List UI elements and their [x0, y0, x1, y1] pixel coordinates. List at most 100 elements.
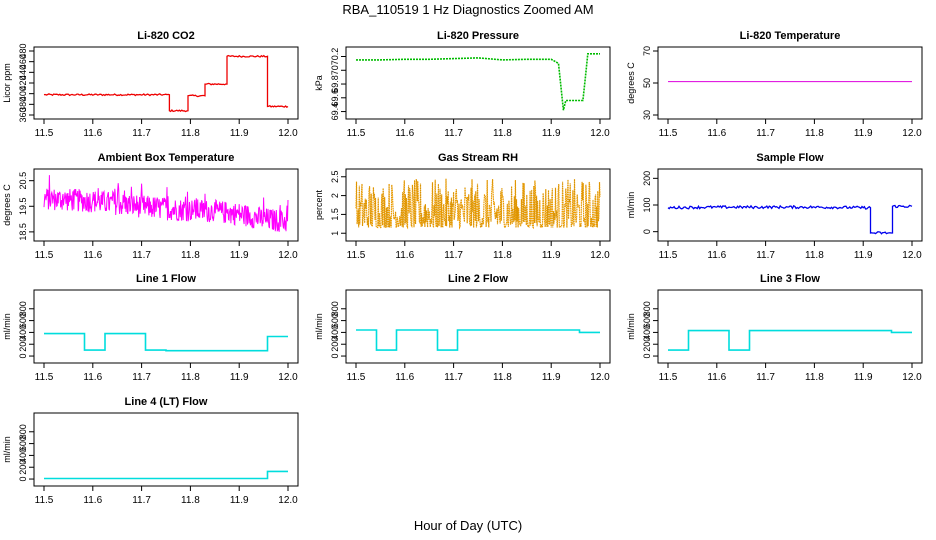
- series-line-co2: [43, 54, 289, 113]
- x-tick-label-line3: 11.7: [756, 372, 775, 383]
- x-tick-label-ambient: 11.9: [230, 250, 249, 261]
- y-tick-label-temp820: 30: [642, 110, 652, 120]
- y-tick-label-line1: 800: [18, 301, 28, 316]
- x-tick-label-line4: 11.6: [83, 495, 102, 506]
- x-tick-label-ambient: 11.7: [132, 250, 151, 261]
- y-tick-label-line2: 200: [330, 337, 340, 352]
- y-tick-label-line3: 0: [642, 354, 652, 359]
- x-tick-label-line1: 11.5: [35, 372, 54, 383]
- chart-title-ambient: Ambient Box Temperature: [98, 152, 235, 164]
- x-tick-label-sample: 11.6: [707, 250, 726, 261]
- chart-title-temp820: Li-820 Temperature: [740, 30, 841, 42]
- y-tick-label-line3: 200: [642, 337, 652, 352]
- x-tick-label-line3: 11.5: [659, 372, 678, 383]
- y-axis-label-sample: ml/min: [626, 192, 636, 219]
- y-tick-label-pressure: 69.6: [330, 89, 340, 107]
- x-tick-label-pressure: 11.7: [444, 128, 463, 139]
- x-tick-label-rh: 11.8: [493, 250, 512, 261]
- x-tick-label-line2: 11.9: [542, 372, 561, 383]
- y-tick-label-rh: 1.5: [330, 208, 340, 221]
- x-tick-label-co2: 11.7: [132, 128, 151, 139]
- x-tick-label-ambient: 12.0: [278, 250, 298, 261]
- y-axis-label-ambient: degrees C: [2, 184, 12, 226]
- chart-title-line4: Line 4 (LT) Flow: [125, 396, 208, 408]
- plot-frame-rh: [345, 168, 611, 242]
- chart-title-sample: Sample Flow: [756, 152, 824, 164]
- plot-frame-co2: [33, 46, 299, 120]
- y-tick-label-sample: 0: [642, 229, 652, 234]
- y-axis-label-line3: ml/min: [626, 313, 636, 340]
- y-tick-label-ambient: 18.5: [18, 223, 28, 241]
- figure-title: RBA_110519 1 Hz Diagnostics Zoomed AM: [342, 2, 594, 17]
- y-tick-label-pressure: 70: [330, 65, 340, 75]
- x-tick-label-line2: 11.5: [347, 372, 366, 383]
- x-tick-label-rh: 11.6: [395, 250, 414, 261]
- x-tick-label-ambient: 11.8: [181, 250, 200, 261]
- y-axis-label-line4: ml/min: [2, 436, 12, 463]
- y-tick-label-line1: 600: [18, 313, 28, 328]
- y-tick-label-line2: 600: [330, 313, 340, 328]
- x-tick-label-line4: 11.5: [35, 495, 54, 506]
- x-tick-label-line2: 11.8: [493, 372, 512, 383]
- x-tick-label-line4: 12.0: [278, 495, 298, 506]
- y-tick-label-line4: 0: [18, 477, 28, 482]
- y-tick-label-line3: 800: [642, 301, 652, 316]
- x-tick-label-sample: 11.5: [659, 250, 678, 261]
- x-tick-label-line1: 11.7: [132, 372, 151, 383]
- y-axis-label-line1: ml/min: [2, 313, 12, 340]
- y-tick-label-temp820: 50: [642, 78, 652, 88]
- x-tick-label-sample: 11.8: [805, 250, 824, 261]
- y-tick-label-line4: 800: [18, 424, 28, 439]
- y-tick-label-line1: 200: [18, 337, 28, 352]
- y-tick-label-rh: 2.5: [330, 171, 340, 184]
- x-tick-label-ambient: 11.6: [83, 250, 102, 261]
- x-tick-label-line4: 11.8: [181, 495, 200, 506]
- series-line-line1: [44, 332, 288, 352]
- plot-frame-line4: [33, 412, 299, 487]
- x-tick-label-line2: 11.6: [395, 372, 414, 383]
- y-tick-label-co2: 360: [18, 107, 28, 122]
- y-tick-label-ambient: 20.5: [18, 172, 28, 190]
- plot-frame-ambient: [33, 168, 299, 242]
- y-tick-label-line2: 800: [330, 301, 340, 316]
- plot-frame-line2: [345, 289, 611, 364]
- x-tick-label-line3: 11.9: [854, 372, 873, 383]
- x-tick-label-line2: 11.7: [444, 372, 463, 383]
- y-tick-label-ambient: 19.5: [18, 198, 28, 216]
- x-tick-label-pressure: 11.5: [347, 128, 366, 139]
- y-tick-label-line1: 0: [18, 354, 28, 359]
- x-tick-label-rh: 12.0: [590, 250, 610, 261]
- series-line-pressure: [356, 52, 600, 111]
- x-tick-label-line1: 11.6: [83, 372, 102, 383]
- y-tick-label-co2: 480: [18, 43, 28, 58]
- chart-title-co2: Li-820 CO2: [137, 30, 194, 42]
- x-tick-label-line3: 11.8: [805, 372, 824, 383]
- x-tick-label-ambient: 11.5: [35, 250, 54, 261]
- x-tick-label-temp820: 11.7: [756, 128, 775, 139]
- x-tick-label-line1: 12.0: [278, 372, 298, 383]
- plot-frame-sample: [657, 168, 923, 242]
- y-axis-label-co2: Licor ppm: [2, 63, 12, 103]
- x-tick-label-temp820: 11.8: [805, 128, 824, 139]
- x-tick-label-temp820: 11.9: [854, 128, 873, 139]
- x-tick-label-co2: 11.9: [230, 128, 249, 139]
- x-tick-label-temp820: 11.6: [707, 128, 726, 139]
- x-tick-label-rh: 11.5: [347, 250, 366, 261]
- plot-frame-line3: [657, 289, 923, 364]
- y-tick-label-line3: 600: [642, 313, 652, 328]
- x-tick-label-temp820: 11.5: [659, 128, 678, 139]
- x-tick-label-pressure: 11.6: [395, 128, 414, 139]
- x-tick-label-line4: 11.7: [132, 495, 151, 506]
- x-tick-label-line4: 11.9: [230, 495, 249, 506]
- y-axis-label-pressure: kPa: [314, 75, 324, 91]
- y-tick-label-co2: 460: [18, 54, 28, 69]
- x-tick-label-rh: 11.7: [444, 250, 463, 261]
- y-axis-label-temp820: degrees C: [626, 62, 636, 104]
- series-line-sample: [667, 204, 913, 235]
- y-tick-label-co2: 380: [18, 97, 28, 112]
- chart-title-line2: Line 2 Flow: [448, 273, 508, 285]
- series-line-line3: [668, 329, 912, 351]
- plot-frame-temp820: [657, 46, 923, 120]
- series-line-ambient: [43, 175, 289, 232]
